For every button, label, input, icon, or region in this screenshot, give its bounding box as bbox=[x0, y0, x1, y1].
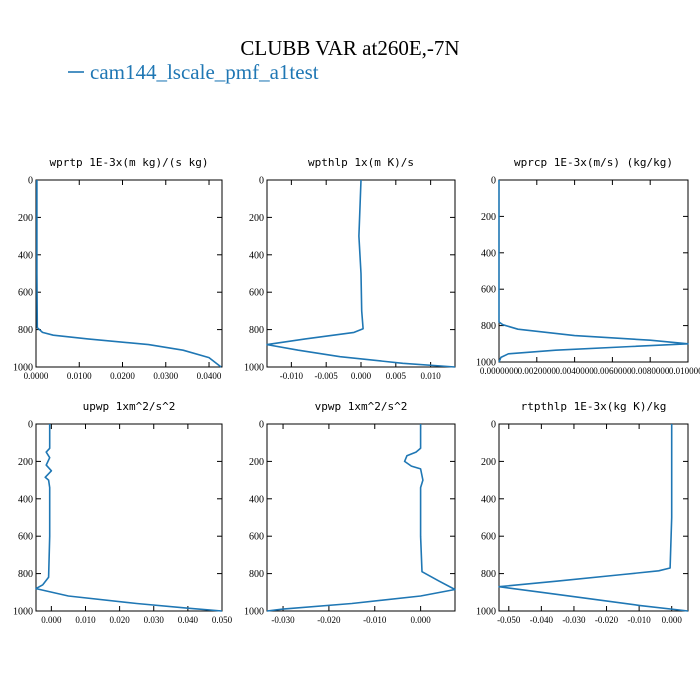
y-tick-label: 200 bbox=[481, 212, 496, 223]
y-tick-label: 600 bbox=[481, 532, 496, 543]
panel-1: wprtp 1E-3x(m kg)/(s kg) 0.0000 0.0100 0.02… bbox=[13, 156, 223, 381]
y-tick-label: 0 bbox=[28, 420, 33, 431]
y-tick-label: 400 bbox=[249, 250, 264, 261]
x-tick-label: 0.0020000 bbox=[518, 366, 557, 376]
y-tick-label: 200 bbox=[18, 213, 33, 224]
y-tick-label: 400 bbox=[18, 250, 33, 261]
panel-2: wpthlp 1x(m K)/s -0.010 -0.005 0.000 0.005 0.… bbox=[244, 156, 456, 381]
y-tick-label: 1000 bbox=[476, 358, 496, 369]
x-tick-label: -0.005 bbox=[315, 371, 339, 381]
x-tick-label: 0.005 bbox=[386, 371, 407, 381]
y-tick-label: 400 bbox=[481, 248, 496, 259]
series-line bbox=[498, 180, 689, 363]
y-tick-label: 1000 bbox=[244, 607, 264, 618]
y-tick-label: 600 bbox=[249, 532, 264, 543]
y-tick-label: 800 bbox=[18, 325, 33, 336]
panel-title: upwp 1xm^2/s^2 bbox=[83, 400, 176, 413]
y-tick-label: 200 bbox=[249, 213, 264, 224]
y-tick-label: 1000 bbox=[244, 363, 264, 374]
panel-title: rtpthlp 1E-3x(kg K)/kg bbox=[521, 400, 667, 413]
x-tick-label: 0.050 bbox=[212, 615, 233, 625]
y-tick-label: 800 bbox=[481, 321, 496, 332]
x-tick-label: -0.020 bbox=[317, 615, 341, 625]
y-tick-label: 400 bbox=[249, 494, 264, 505]
x-tick-label: 0.0080000 bbox=[631, 366, 670, 376]
x-tick-label: 0.010 bbox=[75, 615, 96, 625]
x-tick-label: -0.040 bbox=[530, 615, 554, 625]
panel-3: wprcp 1E-3x(m/s) (kg/kg) 0.0000000 0.00200… bbox=[476, 156, 700, 376]
x-tick-label: 0.0000 bbox=[24, 371, 49, 381]
panel-6: rtpthlp 1E-3x(kg K)/kg -0.050 -0.040 -0.030… bbox=[476, 400, 689, 625]
series-line bbox=[266, 424, 456, 612]
y-tick-label: 600 bbox=[249, 288, 264, 299]
y-tick-label: 800 bbox=[249, 325, 264, 336]
x-tick-label: 0.0000000 bbox=[480, 366, 519, 376]
x-tick-label: -0.020 bbox=[595, 615, 619, 625]
panel-5: vpwp 1xm^2/s^2 -0.030 -0.020 -0.010 0.000 0 20… bbox=[244, 400, 456, 625]
y-tick-label: 0 bbox=[491, 176, 496, 187]
legend: cam144_lscale_pmf_a1test bbox=[68, 60, 319, 84]
y-tick-label: 400 bbox=[481, 494, 496, 505]
y-tick-label: 1000 bbox=[13, 363, 33, 374]
plot-frame bbox=[35, 179, 223, 368]
x-tick-label: 0.000 bbox=[351, 371, 372, 381]
legend-label: cam144_lscale_pmf_a1test bbox=[90, 60, 319, 84]
x-tick-label: 0.030 bbox=[144, 615, 165, 625]
x-tick-label: 0.0040000 bbox=[555, 366, 594, 376]
y-tick-label: 1000 bbox=[476, 607, 496, 618]
y-tick-label: 800 bbox=[18, 569, 33, 580]
panel-title: wprcp 1E-3x(m/s) (kg/kg) bbox=[514, 156, 673, 169]
figure-title: CLUBB VAR at260E,-7N bbox=[240, 36, 459, 60]
x-tick-label: 0.010 bbox=[421, 371, 442, 381]
x-tick-label: 0.000 bbox=[662, 615, 683, 625]
x-tick-label: 0.000 bbox=[41, 615, 62, 625]
plot-frame bbox=[498, 423, 689, 612]
x-tick-label: 0.0060000 bbox=[593, 366, 632, 376]
x-tick-label: 0.0100 bbox=[67, 371, 92, 381]
y-tick-label: 200 bbox=[481, 457, 496, 468]
y-tick-label: 600 bbox=[18, 532, 33, 543]
y-tick-label: 0 bbox=[259, 176, 264, 187]
y-tick-label: 1000 bbox=[13, 607, 33, 618]
y-tick-label: 0 bbox=[28, 176, 33, 187]
plot-frame bbox=[35, 423, 223, 612]
y-tick-label: 600 bbox=[481, 285, 496, 296]
panel-title: wprtp 1E-3x(m kg)/(s kg) bbox=[50, 156, 209, 169]
y-tick-label: 200 bbox=[18, 457, 33, 468]
x-tick-label: 0.000 bbox=[410, 615, 431, 625]
y-tick-label: 200 bbox=[249, 457, 264, 468]
series-line bbox=[498, 424, 689, 612]
y-tick-label: 800 bbox=[481, 569, 496, 580]
x-tick-label: -0.010 bbox=[280, 371, 304, 381]
x-tick-label: 0.0300 bbox=[153, 371, 178, 381]
panel-title: vpwp 1xm^2/s^2 bbox=[315, 400, 408, 413]
y-tick-label: 0 bbox=[491, 420, 496, 431]
x-tick-label: 0.040 bbox=[178, 615, 199, 625]
x-tick-label: -0.010 bbox=[363, 615, 387, 625]
x-tick-label: 0.0100000 bbox=[669, 366, 700, 376]
x-tick-label: 0.0200 bbox=[110, 371, 135, 381]
x-tick-label: 0.020 bbox=[109, 615, 130, 625]
x-tick-label: -0.010 bbox=[627, 615, 651, 625]
y-tick-label: 800 bbox=[249, 569, 264, 580]
x-tick-label: -0.050 bbox=[497, 615, 521, 625]
plot-frame bbox=[498, 179, 689, 363]
series-line bbox=[36, 180, 222, 368]
plot-frame bbox=[266, 423, 456, 612]
series-line bbox=[35, 424, 223, 612]
panels: wprtp 1E-3x(m kg)/(s kg)0.0000 0.0100 0.02… bbox=[13, 156, 700, 625]
panel-title: wpthlp 1x(m K)/s bbox=[308, 156, 414, 169]
panel-4: upwp 1xm^2/s^2 0.000 0.010 0.020 0.030 0.040 0… bbox=[13, 400, 233, 625]
y-tick-label: 0 bbox=[259, 420, 264, 431]
y-tick-label: 600 bbox=[18, 288, 33, 299]
y-tick-label: 400 bbox=[18, 494, 33, 505]
x-tick-label: 0.0400 bbox=[197, 371, 222, 381]
x-tick-label: -0.030 bbox=[271, 615, 295, 625]
series-line bbox=[266, 179, 456, 368]
x-tick-label: -0.030 bbox=[562, 615, 586, 625]
